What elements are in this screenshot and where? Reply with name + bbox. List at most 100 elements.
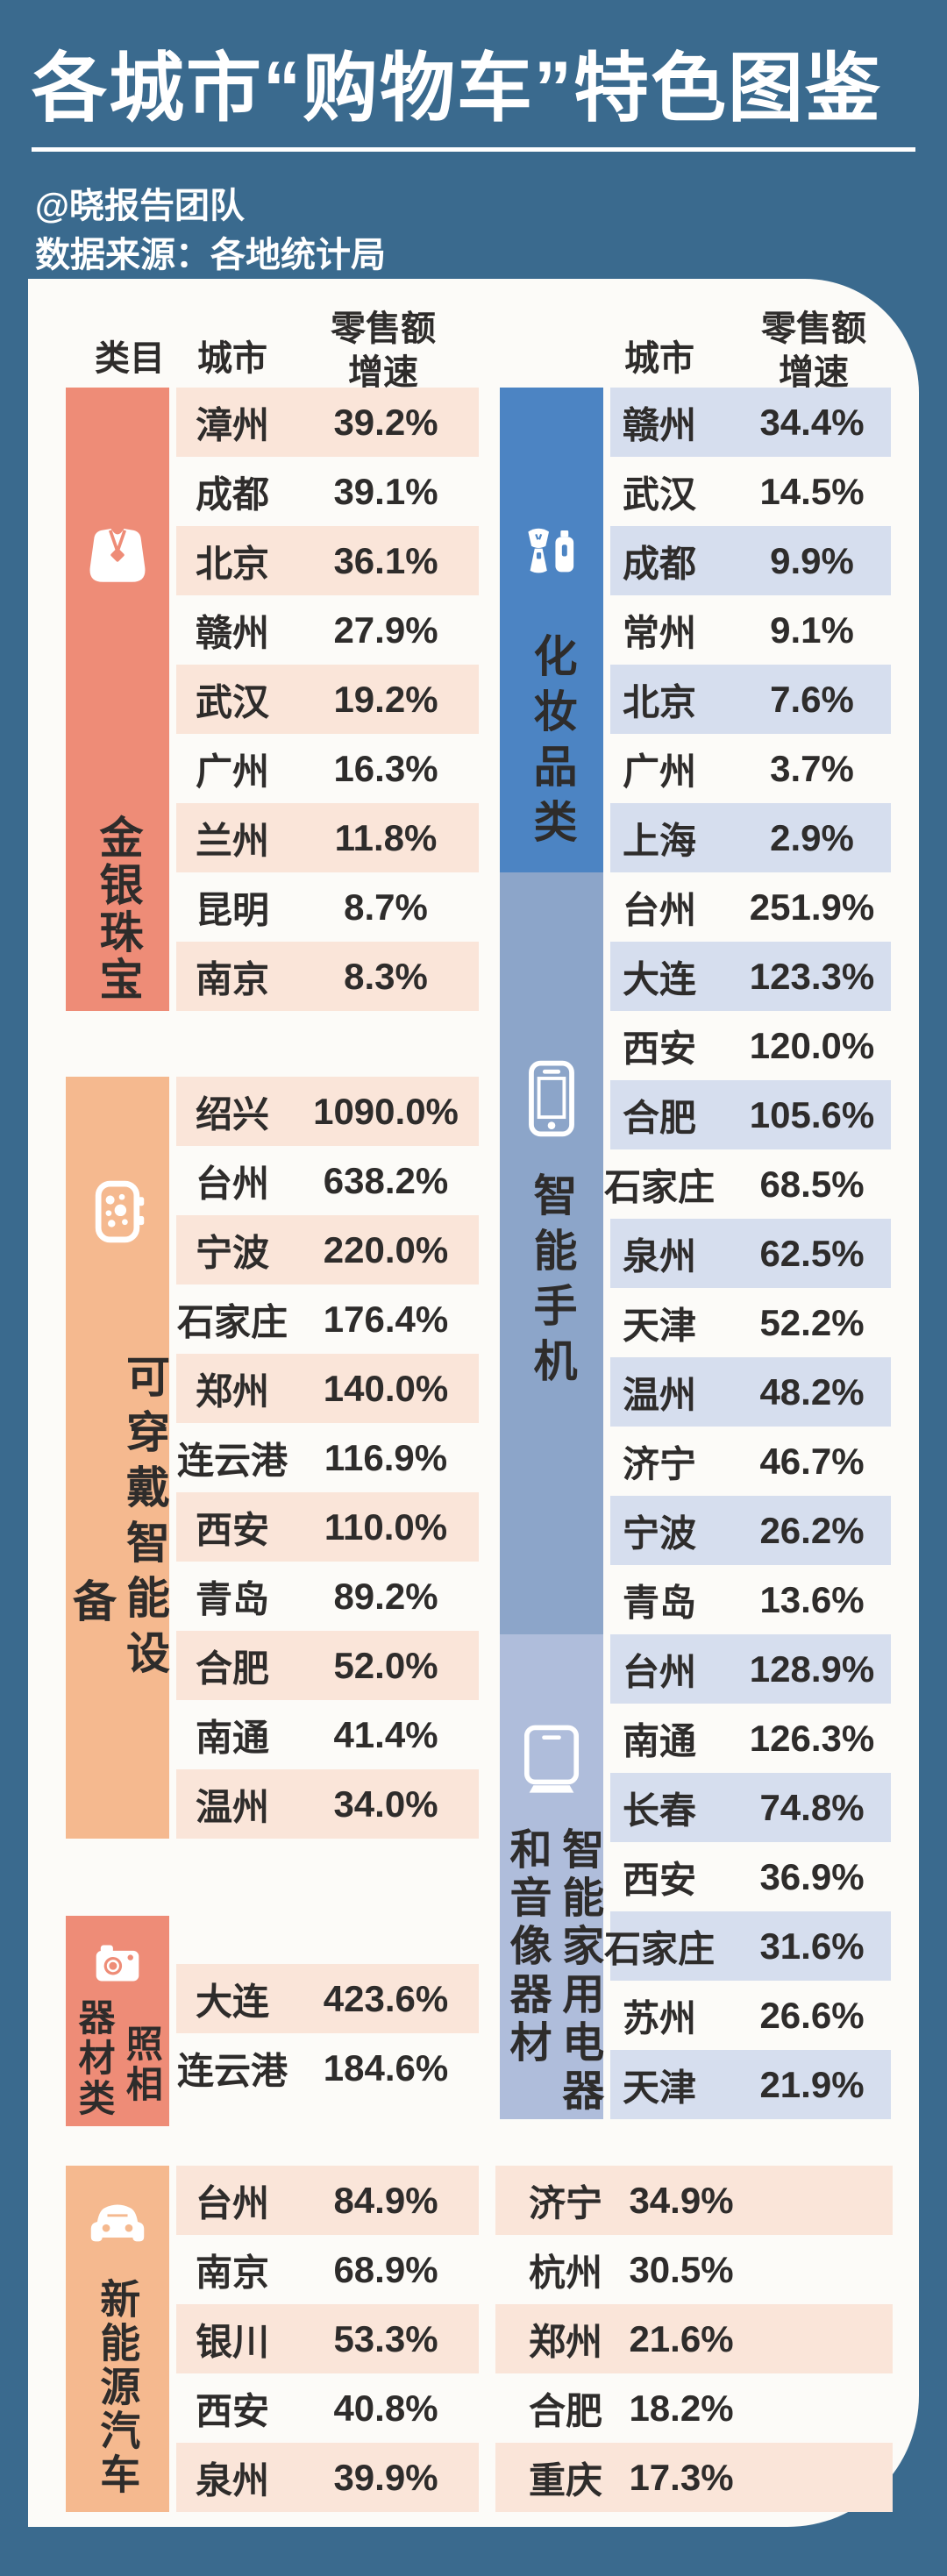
city-cell: 北京 <box>195 543 270 584</box>
category-bar-appliance: 智能家用电器 和音像器材 <box>500 1634 603 2119</box>
table-row: 台州 84.9% <box>176 2166 479 2235</box>
city-cell: 郑州 <box>195 1370 270 1412</box>
table-row: 合肥 52.0% <box>176 1631 479 1700</box>
city-cell: 南京 <box>195 958 270 1000</box>
table-row: 苏州 26.6% <box>610 1981 891 2050</box>
table-row: 台州 638.2% <box>176 1146 479 1215</box>
city-cell: 绍兴 <box>195 1093 270 1135</box>
growth-cell: 84.9% <box>333 2179 438 2221</box>
table-row: 成都 9.9% <box>610 526 891 595</box>
growth-cell: 40.8% <box>333 2387 438 2429</box>
growth-cell: 68.9% <box>333 2248 438 2290</box>
growth-cell: 34.0% <box>333 1783 438 1825</box>
growth-cell: 34.9% <box>629 2179 734 2221</box>
header-growth-line2: 增速 <box>779 353 849 392</box>
table-row: 漳州 39.2% <box>176 388 479 457</box>
city-cell: 西安 <box>622 1859 697 1900</box>
category-label-col: 智能家用电器 <box>555 1827 602 2117</box>
growth-cell: 8.3% <box>344 955 428 997</box>
smartphone-icon <box>509 1057 594 1141</box>
growth-cell: 3.7% <box>770 747 854 789</box>
right-column-rows: 赣州 34.4% 武汉 14.5% 成都 9.9% 常州 9.1% 北京 7.6% 广州 3.7% 上海… <box>604 388 891 2119</box>
table-row: 温州 48.2% <box>610 1357 891 1427</box>
header-growth-line2: 增速 <box>348 353 418 392</box>
growth-cell: 18.2% <box>629 2387 734 2429</box>
growth-cell: 39.2% <box>333 401 438 443</box>
table-row: 武汉 14.5% <box>610 457 891 526</box>
city-cell: 天津 <box>622 2067 697 2108</box>
city-cell: 上海 <box>622 820 697 861</box>
camera-icon <box>89 1935 146 1991</box>
category-label-col: 照相 <box>121 2025 163 2105</box>
growth-cell: 53.3% <box>333 2317 438 2359</box>
growth-cell: 9.9% <box>770 539 854 581</box>
table-row: 长春 74.8% <box>610 1773 891 1842</box>
rows-wearable: 绍兴 1090.0% 台州 638.2% 宁波 220.0% 石家庄 176.4% 郑州 140.… <box>176 1077 479 1839</box>
city-cell: 武汉 <box>195 681 270 722</box>
table-row: 宁波 220.0% <box>176 1215 479 1284</box>
table-row: 杭州 30.5% <box>495 2235 893 2304</box>
city-cell: 济宁 <box>622 1443 697 1484</box>
header-growth-line1: 零售额 <box>761 310 866 348</box>
table-row: 重庆 17.3% <box>495 2443 893 2512</box>
table-row: 大连 123.3% <box>610 942 891 1011</box>
header-growth-right: 零售额 增速 <box>761 307 866 395</box>
table-row: 合肥 18.2% <box>495 2373 893 2443</box>
table-row: 合肥 105.6% <box>610 1080 891 1149</box>
city-cell: 宁波 <box>622 1512 697 1554</box>
city-cell: 大连 <box>622 958 697 1000</box>
city-cell: 杭州 <box>528 2252 603 2293</box>
growth-cell: 116.9% <box>324 1436 448 1478</box>
table-row: 南京 68.9% <box>176 2235 479 2304</box>
table-row: 北京 36.1% <box>176 526 479 595</box>
table-row: 广州 16.3% <box>176 734 479 803</box>
growth-cell: 423.6% <box>323 1977 449 2019</box>
city-cell: 天津 <box>622 1305 697 1346</box>
table-row: 连云港 116.9% <box>176 1423 479 1492</box>
category-label: 照相 器材类 <box>74 1998 163 2119</box>
category-bar-nev: 新能源汽车 <box>66 2166 169 2512</box>
table-row: 郑州 140.0% <box>176 1354 479 1423</box>
data-card: 类目 城市 零售额 增速 城市 零售额 增速 金银珠宝 漳州 39.2% 成都 39.1… <box>28 279 919 2527</box>
city-cell: 石家庄 <box>603 1166 716 1207</box>
header-growth-left: 零售额 增速 <box>331 307 436 395</box>
car-icon <box>84 2190 151 2253</box>
city-cell: 兰州 <box>195 820 270 861</box>
growth-cell: 120.0% <box>749 1024 875 1066</box>
category-label: 化妆品类 <box>528 633 577 854</box>
category-label-col: 智能手机 <box>527 1172 577 1393</box>
city-cell: 南京 <box>195 2252 270 2293</box>
title-divider <box>32 147 915 152</box>
category-bar-cosmetics: 化妆品类 <box>500 388 603 872</box>
city-cell: 温州 <box>622 1374 697 1415</box>
credit-team: @晓报告团队 <box>35 187 246 225</box>
growth-cell: 68.5% <box>759 1163 865 1205</box>
table-row: 南通 41.4% <box>176 1700 479 1769</box>
growth-cell: 39.1% <box>333 470 438 512</box>
growth-cell: 21.9% <box>759 2063 865 2105</box>
city-cell: 合肥 <box>195 1647 270 1689</box>
growth-cell: 89.2% <box>333 1575 438 1617</box>
city-cell: 台州 <box>195 1163 270 1204</box>
table-row: 昆明 8.7% <box>176 872 479 942</box>
table-row: 上海 2.9% <box>610 803 891 872</box>
city-cell: 漳州 <box>195 404 270 445</box>
page-title: 各城市“购物车”特色图鉴 <box>32 46 882 131</box>
city-cell: 常州 <box>622 612 697 653</box>
growth-cell: 17.3% <box>629 2456 734 2498</box>
city-cell: 广州 <box>622 751 697 792</box>
growth-cell: 62.5% <box>759 1232 865 1274</box>
growth-cell: 1090.0% <box>313 1090 459 1132</box>
city-cell: 石家庄 <box>176 1301 288 1342</box>
growth-cell: 638.2% <box>323 1159 449 1201</box>
category-label: 智能家用电器 和音像器材 <box>502 1827 602 2117</box>
growth-cell: 2.9% <box>770 816 854 858</box>
table-row: 郑州 21.6% <box>495 2304 893 2373</box>
growth-cell: 105.6% <box>749 1093 875 1135</box>
growth-cell: 176.4% <box>323 1298 449 1340</box>
header-category: 类目 <box>95 339 165 378</box>
table-row: 南通 126.3% <box>610 1704 891 1773</box>
table-row: 青岛 89.2% <box>176 1562 479 1631</box>
city-cell: 长春 <box>622 1790 697 1831</box>
category-bar-camera: 照相 器材类 <box>66 1916 169 2126</box>
